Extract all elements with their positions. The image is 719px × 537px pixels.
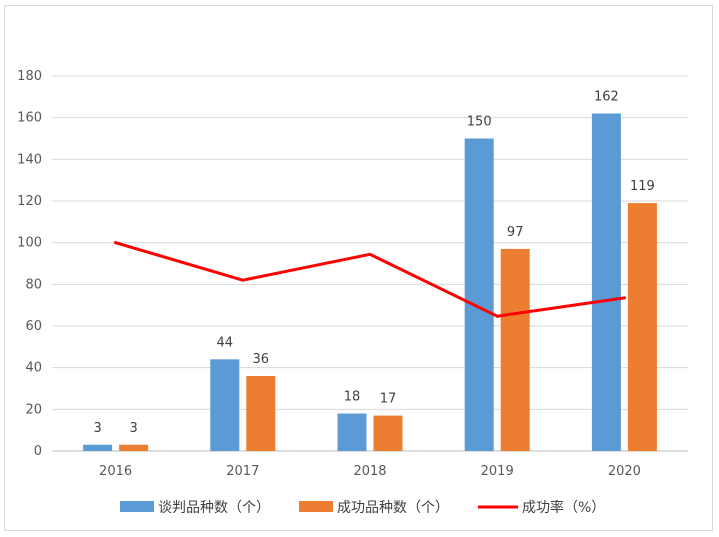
line-point	[241, 278, 245, 282]
y-tick-label: 40	[25, 361, 42, 376]
x-tick-label: 2016	[99, 464, 132, 479]
data-label: 17	[380, 392, 397, 407]
x-tick-label: 2018	[353, 464, 386, 479]
bar	[119, 444, 149, 451]
line-point	[114, 241, 118, 245]
data-label: 3	[129, 421, 137, 436]
bar	[337, 413, 367, 451]
bar	[246, 376, 276, 451]
bar	[500, 248, 530, 451]
y-tick-label: 120	[17, 194, 42, 209]
legend-swatch	[120, 501, 154, 512]
line-point	[368, 252, 372, 256]
y-tick-label: 20	[25, 402, 42, 417]
data-label: 44	[217, 335, 234, 350]
bar	[464, 138, 494, 451]
legend-label: 谈判品种数（个）	[158, 500, 270, 516]
x-tick-label: 2019	[481, 464, 514, 479]
x-tick-label: 2020	[608, 464, 641, 479]
y-tick-label: 80	[25, 277, 42, 292]
legend-label: 成功率（%）	[522, 499, 605, 516]
bar	[373, 415, 403, 451]
data-label: 18	[344, 390, 361, 405]
y-tick-label: 0	[34, 444, 42, 459]
data-label: 3	[93, 421, 101, 436]
line-point	[622, 296, 626, 300]
bar	[591, 113, 621, 451]
bar	[627, 203, 657, 451]
data-label: 162	[594, 90, 619, 105]
legend-label: 成功品种数（个）	[337, 500, 449, 516]
data-label: 150	[467, 115, 492, 130]
data-label: 97	[507, 225, 524, 240]
data-label: 36	[253, 352, 270, 367]
y-tick-label: 100	[17, 236, 42, 251]
y-tick-label: 60	[25, 319, 42, 334]
bar	[83, 444, 113, 451]
legend-swatch	[299, 501, 333, 512]
data-label: 119	[630, 179, 655, 194]
y-tick-label: 140	[17, 152, 42, 167]
bar	[210, 359, 240, 451]
y-tick-label: 160	[17, 111, 42, 126]
line-point	[495, 314, 499, 318]
x-tick-label: 2017	[226, 464, 259, 479]
y-tick-label: 180	[17, 69, 42, 84]
